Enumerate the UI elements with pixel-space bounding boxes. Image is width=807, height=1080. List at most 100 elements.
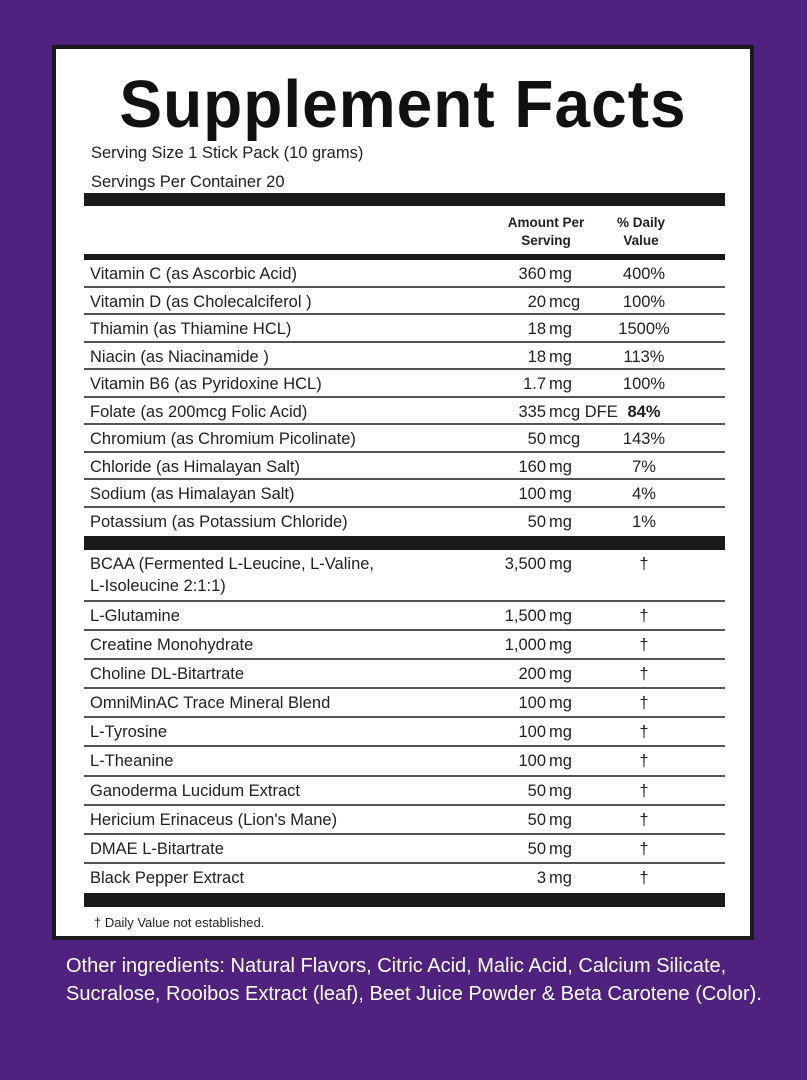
table-row: L-Tyrosine 100 mg † bbox=[84, 718, 725, 748]
table-row: Chromium (as Chromium Picolinate) 50 mcg 14… bbox=[84, 425, 725, 453]
daily-value: † bbox=[639, 665, 649, 684]
amount-unit: mcg DFE bbox=[549, 402, 618, 421]
amount-value: 50 bbox=[527, 810, 546, 829]
amount-unit: mg bbox=[549, 375, 572, 393]
amount-value: 18 bbox=[527, 320, 546, 338]
table-row: Thiamin (as Thiamine HCL) 18 mg 1500% bbox=[84, 315, 725, 343]
nutrient-name-line2: L-Isoleucine 2:1:1) bbox=[90, 577, 226, 595]
table-row: L-Theanine 100 mg † bbox=[84, 747, 725, 777]
daily-value: † bbox=[639, 810, 649, 829]
nutrient-name: Choline DL-Bitartrate bbox=[90, 665, 245, 684]
amount-value: 160 bbox=[518, 457, 546, 476]
table-row: Vitamin C (as Ascorbic Acid) 360 mg 400% bbox=[84, 260, 725, 288]
nutrient-name: DMAE L-Bitartrate bbox=[90, 839, 224, 858]
amount-unit: mg bbox=[549, 723, 572, 742]
daily-value: 1% bbox=[632, 512, 656, 531]
dv-header-line1: % Daily bbox=[616, 215, 666, 230]
table-row: Vitamin B6 (as Pyridoxine HCL) 1.7 mg 100% bbox=[84, 370, 725, 398]
table-row: Choline DL-Bitartrate 200 mg † bbox=[84, 660, 725, 690]
amount-value: 20 bbox=[527, 292, 546, 311]
daily-value: † bbox=[639, 607, 649, 625]
amount-header: Amount Per Serving bbox=[486, 214, 606, 250]
amount-value: 50 bbox=[527, 430, 546, 448]
amount-unit: mcg bbox=[549, 292, 581, 311]
divider-thick bbox=[84, 193, 725, 206]
table-row: Black Pepper Extract 3 mg † bbox=[84, 864, 725, 893]
amount-unit: mg bbox=[549, 320, 572, 338]
nutrient-name: Sodium (as Himalayan Salt) bbox=[90, 485, 295, 503]
daily-value: † bbox=[639, 694, 649, 713]
daily-value: 100% bbox=[622, 375, 666, 393]
other-ingredients: Other ingredients: Natural Flavors, Citr… bbox=[66, 955, 762, 1005]
daily-value: 7% bbox=[632, 457, 656, 476]
table-row: Folate (as 200mcg Folic Acid) 335 mcg DFE 8… bbox=[84, 398, 725, 425]
daily-value: † bbox=[639, 636, 649, 655]
amount-value: 3,500 bbox=[504, 555, 546, 573]
amount-unit: mg bbox=[549, 607, 572, 625]
amount-unit: mg bbox=[549, 665, 572, 684]
amount-unit: mcg bbox=[549, 430, 581, 448]
nutrient-name: Creatine Monohydrate bbox=[90, 636, 254, 655]
amount-value: 335 bbox=[518, 402, 546, 421]
daily-value: 113% bbox=[623, 347, 665, 366]
amount-unit: mg bbox=[549, 555, 572, 573]
amount-value: 360 bbox=[518, 265, 546, 283]
nutrient-name: Hericium Erinaceus (Lion's Mane) bbox=[90, 810, 338, 829]
amount-value: 50 bbox=[527, 781, 546, 800]
nutrient-name: OmniMinAC Trace Mineral Blend bbox=[90, 694, 331, 713]
amount-value: 100 bbox=[518, 485, 546, 503]
nutrient-name: L-Glutamine bbox=[90, 607, 180, 625]
daily-value: † bbox=[639, 839, 649, 858]
divider-medium bbox=[84, 254, 725, 260]
amount-value: 200 bbox=[518, 665, 546, 684]
daily-value: 1500% bbox=[618, 320, 670, 338]
amount-unit: mg bbox=[549, 868, 572, 887]
daily-value: 400% bbox=[622, 265, 666, 283]
footnote: † Daily Value not established. bbox=[94, 915, 265, 930]
amount-value: 3 bbox=[536, 868, 546, 887]
daily-value: 100% bbox=[622, 292, 666, 311]
nutrient-name: Niacin (as Niacinamide ) bbox=[90, 347, 269, 366]
table-row: Creatine Monohydrate 1,000 mg † bbox=[84, 631, 725, 661]
daily-value: † bbox=[639, 723, 649, 742]
amount-unit: mg bbox=[549, 839, 572, 858]
table-row: Hericium Erinaceus (Lion's Mane) 50 mg † bbox=[84, 806, 725, 835]
amount-unit: mg bbox=[549, 810, 572, 829]
daily-value: 4% bbox=[632, 485, 656, 503]
nutrient-name: Vitamin C (as Ascorbic Acid) bbox=[90, 265, 297, 283]
table-row: L-Glutamine 1,500 mg † bbox=[84, 602, 725, 632]
amount-unit: mg bbox=[549, 265, 572, 283]
servings-per-container: Servings Per Container 20 bbox=[91, 173, 285, 191]
vitamins-table: Vitamin C (as Ascorbic Acid) 360 mg 400% Vit… bbox=[84, 260, 725, 535]
amount-value: 50 bbox=[527, 839, 546, 858]
nutrient-name: Folate (as 200mcg Folic Acid) bbox=[90, 402, 308, 421]
amount-value: 18 bbox=[527, 347, 546, 366]
amount-value: 1,500 bbox=[504, 607, 546, 625]
amount-value: 100 bbox=[518, 723, 546, 742]
table-row: BCAA (Fermented L-Leucine, L-Valine, L-Is… bbox=[84, 550, 725, 602]
daily-value: † bbox=[639, 555, 649, 573]
nutrient-name: Thiamin (as Thiamine HCL) bbox=[90, 320, 292, 338]
dv-header-line2: Value bbox=[623, 233, 659, 248]
amount-unit: mg bbox=[549, 512, 572, 531]
amount-unit: mg bbox=[549, 636, 572, 655]
daily-value: 143% bbox=[622, 430, 666, 448]
amount-value: 100 bbox=[518, 694, 546, 713]
amount-unit: mg bbox=[549, 781, 572, 800]
amount-unit: mg bbox=[549, 457, 572, 476]
nutrient-name: Chloride (as Himalayan Salt) bbox=[90, 457, 300, 476]
table-row: OmniMinAC Trace Mineral Blend 100 mg † bbox=[84, 689, 725, 719]
amount-unit: mg bbox=[549, 347, 572, 366]
daily-value: † bbox=[639, 868, 649, 887]
daily-value: 84% bbox=[627, 402, 661, 421]
nutrient-name: Vitamin B6 (as Pyridoxine HCL) bbox=[90, 375, 322, 393]
nutrient-name: Chromium (as Chromium Picolinate) bbox=[90, 430, 356, 448]
amount-header-line1: Amount Per bbox=[507, 215, 585, 230]
divider-thick bbox=[84, 893, 725, 907]
nutrient-name: BCAA (Fermented L-Leucine, L-Valine, bbox=[90, 555, 375, 573]
amount-unit: mg bbox=[549, 752, 572, 771]
nutrient-name: L-Theanine bbox=[90, 752, 174, 771]
divider-thick bbox=[84, 536, 725, 550]
amount-value: 50 bbox=[527, 512, 546, 531]
amount-value: 1.7 bbox=[523, 375, 546, 393]
